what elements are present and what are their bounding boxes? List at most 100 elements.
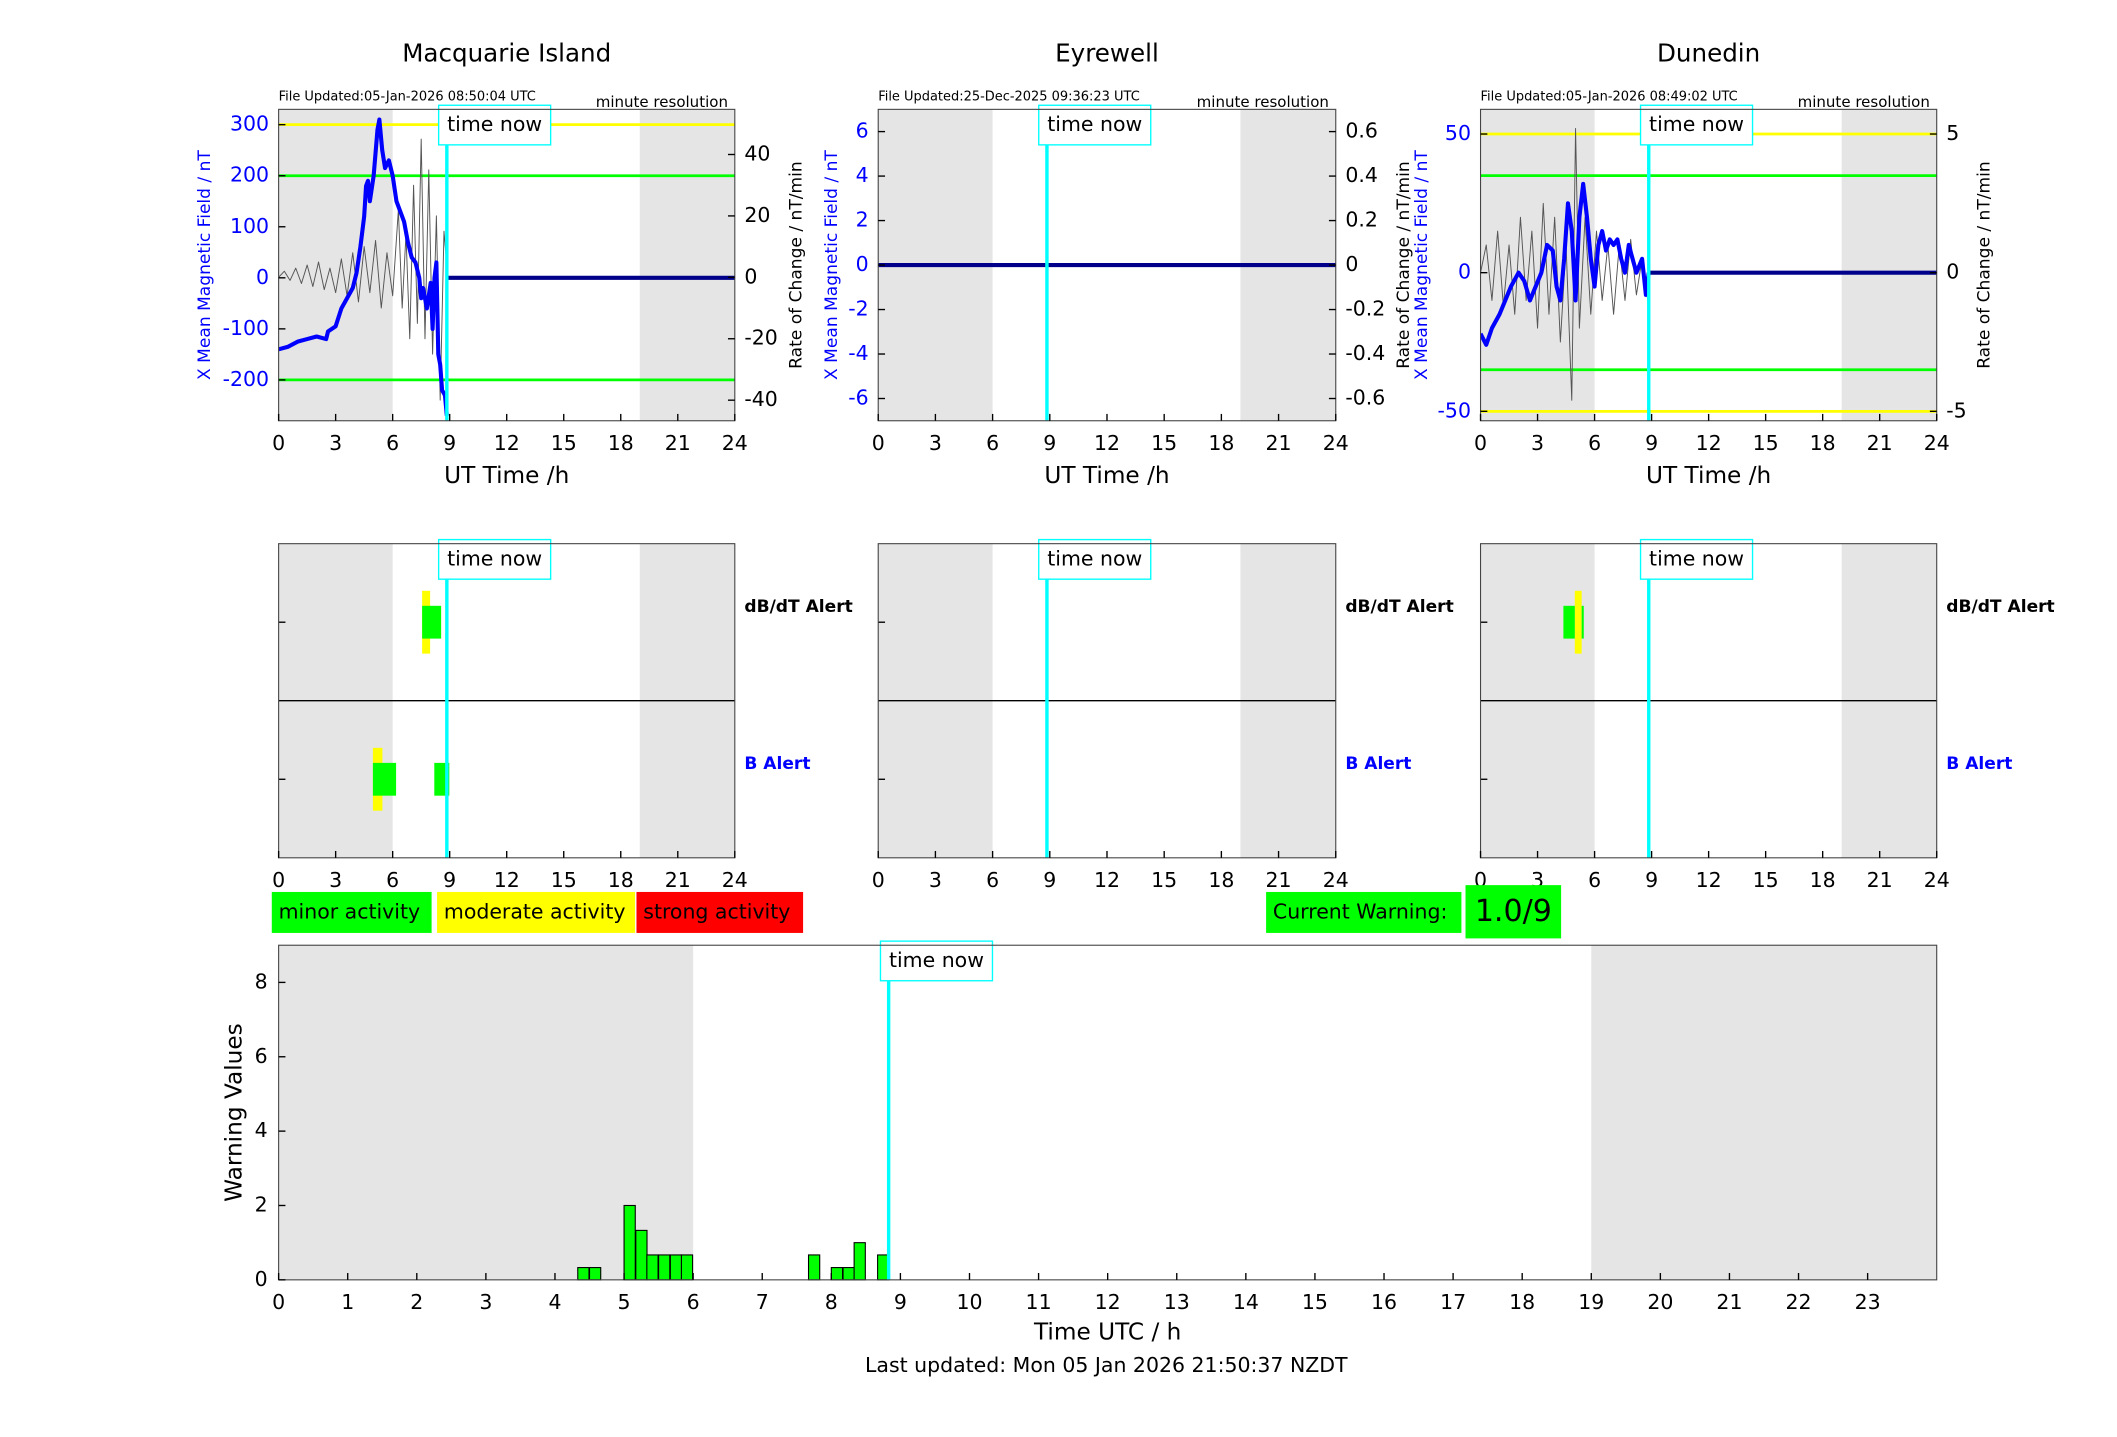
moderate-alert: [1574, 590, 1582, 654]
y-tick-label: -50: [1438, 398, 1471, 422]
y-tick-label: -100: [223, 316, 269, 340]
x-tick-label: 3: [929, 431, 942, 455]
time-now-box: [1038, 538, 1152, 580]
x-tick-label: 19: [1578, 1290, 1604, 1314]
current-warning-label: Current Warning:: [1273, 899, 1447, 923]
y2-tick-label: 0: [744, 264, 757, 288]
time-now-label: time now: [1047, 112, 1142, 136]
y2-tick-label: -40: [744, 387, 777, 411]
y-tick-label: -200: [223, 367, 269, 391]
x-tick-label: 6: [1588, 431, 1601, 455]
y2-tick-label: -20: [744, 326, 777, 350]
x-axis-label: Time UTC / h: [1033, 1319, 1181, 1346]
x-tick-label: 24: [1924, 868, 1950, 892]
x-tick-label: 18: [1810, 868, 1836, 892]
bar: [807, 1254, 821, 1281]
y-tick-label: 0: [255, 1267, 268, 1291]
x-tick-label: 3: [329, 868, 342, 892]
x-tick-label: 15: [551, 431, 577, 455]
bar: [669, 1254, 683, 1281]
time-now-box: [1639, 104, 1754, 146]
field-line: [1480, 181, 1651, 347]
x-tick-label: 9: [894, 1290, 907, 1314]
row-label: dB/dT Alert: [1946, 597, 2054, 617]
x-tick-label: 0: [272, 431, 285, 455]
x-tick-label: 0: [1474, 431, 1487, 455]
x-tick-label: 15: [1302, 1290, 1328, 1314]
x-tick-label: 13: [1164, 1290, 1190, 1314]
x-tick-label: 15: [1151, 868, 1177, 892]
x-tick-label: 12: [494, 868, 520, 892]
x-tick-label: 4: [548, 1290, 561, 1314]
y-axis-label: Warning Values: [220, 1023, 247, 1202]
time-now-label: time now: [889, 948, 984, 972]
night-shade: [1591, 945, 1937, 1280]
x-tick-label: 15: [551, 868, 577, 892]
x-tick-label: 15: [1753, 431, 1779, 455]
x-tick-label: 15: [1753, 868, 1779, 892]
x-tick-label: 0: [272, 868, 285, 892]
current-warning-value: 1.0/9: [1475, 894, 1552, 929]
legend-label: minor activity: [279, 899, 421, 923]
x-axis-label: UT Time /h: [444, 462, 569, 489]
bar: [577, 1267, 590, 1281]
x-tick-label: 21: [665, 868, 691, 892]
x-tick-label: 0: [872, 868, 885, 892]
time-now-label: time now: [447, 546, 542, 570]
y2-tick-label: -0.2: [1345, 297, 1385, 321]
x-tick-label: 18: [1509, 1290, 1535, 1314]
bar: [635, 1229, 648, 1281]
time-now-label: time now: [1649, 112, 1744, 136]
x-tick-label: 7: [756, 1290, 769, 1314]
y-tick-label: 4: [255, 1118, 268, 1142]
bar: [853, 1242, 866, 1281]
bar: [658, 1254, 671, 1281]
x-tick-label: 24: [1924, 431, 1950, 455]
current-warning-value-box: [1465, 885, 1562, 939]
bar: [830, 1267, 844, 1281]
bar: [680, 1254, 694, 1281]
x-tick-label: 0: [872, 431, 885, 455]
x-tick-label: 11: [1026, 1290, 1052, 1314]
x-tick-label: 9: [1043, 868, 1056, 892]
x-tick-label: 12: [494, 431, 520, 455]
y2-tick-label: -0.4: [1345, 341, 1385, 365]
y-tick-label: 8: [255, 969, 268, 993]
legend-label: strong activity: [643, 899, 790, 923]
y-tick-label: 0: [856, 252, 869, 276]
bar: [646, 1254, 659, 1281]
y-tick-label: 100: [230, 214, 269, 238]
x-tick-label: 21: [665, 431, 691, 455]
x-tick-label: 21: [1266, 868, 1292, 892]
y-tick-label: 6: [856, 119, 869, 143]
x-tick-label: 12: [1696, 431, 1722, 455]
time-now-box: [1639, 538, 1754, 580]
y-axis-label: X Mean Magnetic Field / nT: [195, 150, 215, 380]
x-axis-label: UT Time /h: [1044, 462, 1169, 489]
rate-line: [1480, 128, 1651, 401]
time-now-label: time now: [447, 112, 542, 136]
x-tick-label: 8: [825, 1290, 838, 1314]
resolution: minute resolution: [1798, 93, 1930, 111]
x-tick-label: 18: [608, 431, 634, 455]
bar: [588, 1267, 602, 1281]
x-tick-label: 6: [986, 431, 999, 455]
x-tick-label: 6: [1588, 868, 1601, 892]
x-tick-label: 24: [1323, 431, 1349, 455]
y2-tick-label: -5: [1946, 398, 1966, 422]
x-tick-label: 3: [479, 1290, 492, 1314]
y2-tick-label: 0: [1345, 252, 1358, 276]
time-now-box: [1038, 104, 1152, 146]
file-updated: File Updated:25-Dec-2025 09:36:23 UTC: [878, 90, 1140, 105]
x-tick-label: 9: [443, 868, 456, 892]
x-tick-label: 21: [1716, 1290, 1742, 1314]
y-tick-label: 300: [230, 112, 269, 136]
x-tick-label: 12: [1094, 868, 1120, 892]
x-tick-label: 16: [1371, 1290, 1397, 1314]
x-tick-label: 12: [1095, 1290, 1121, 1314]
chart-title: Macquarie Island: [402, 39, 611, 68]
night-shade: [639, 109, 735, 421]
legend-swatch: [636, 891, 804, 933]
x-tick-label: 6: [986, 868, 999, 892]
x-tick-label: 15: [1151, 431, 1177, 455]
